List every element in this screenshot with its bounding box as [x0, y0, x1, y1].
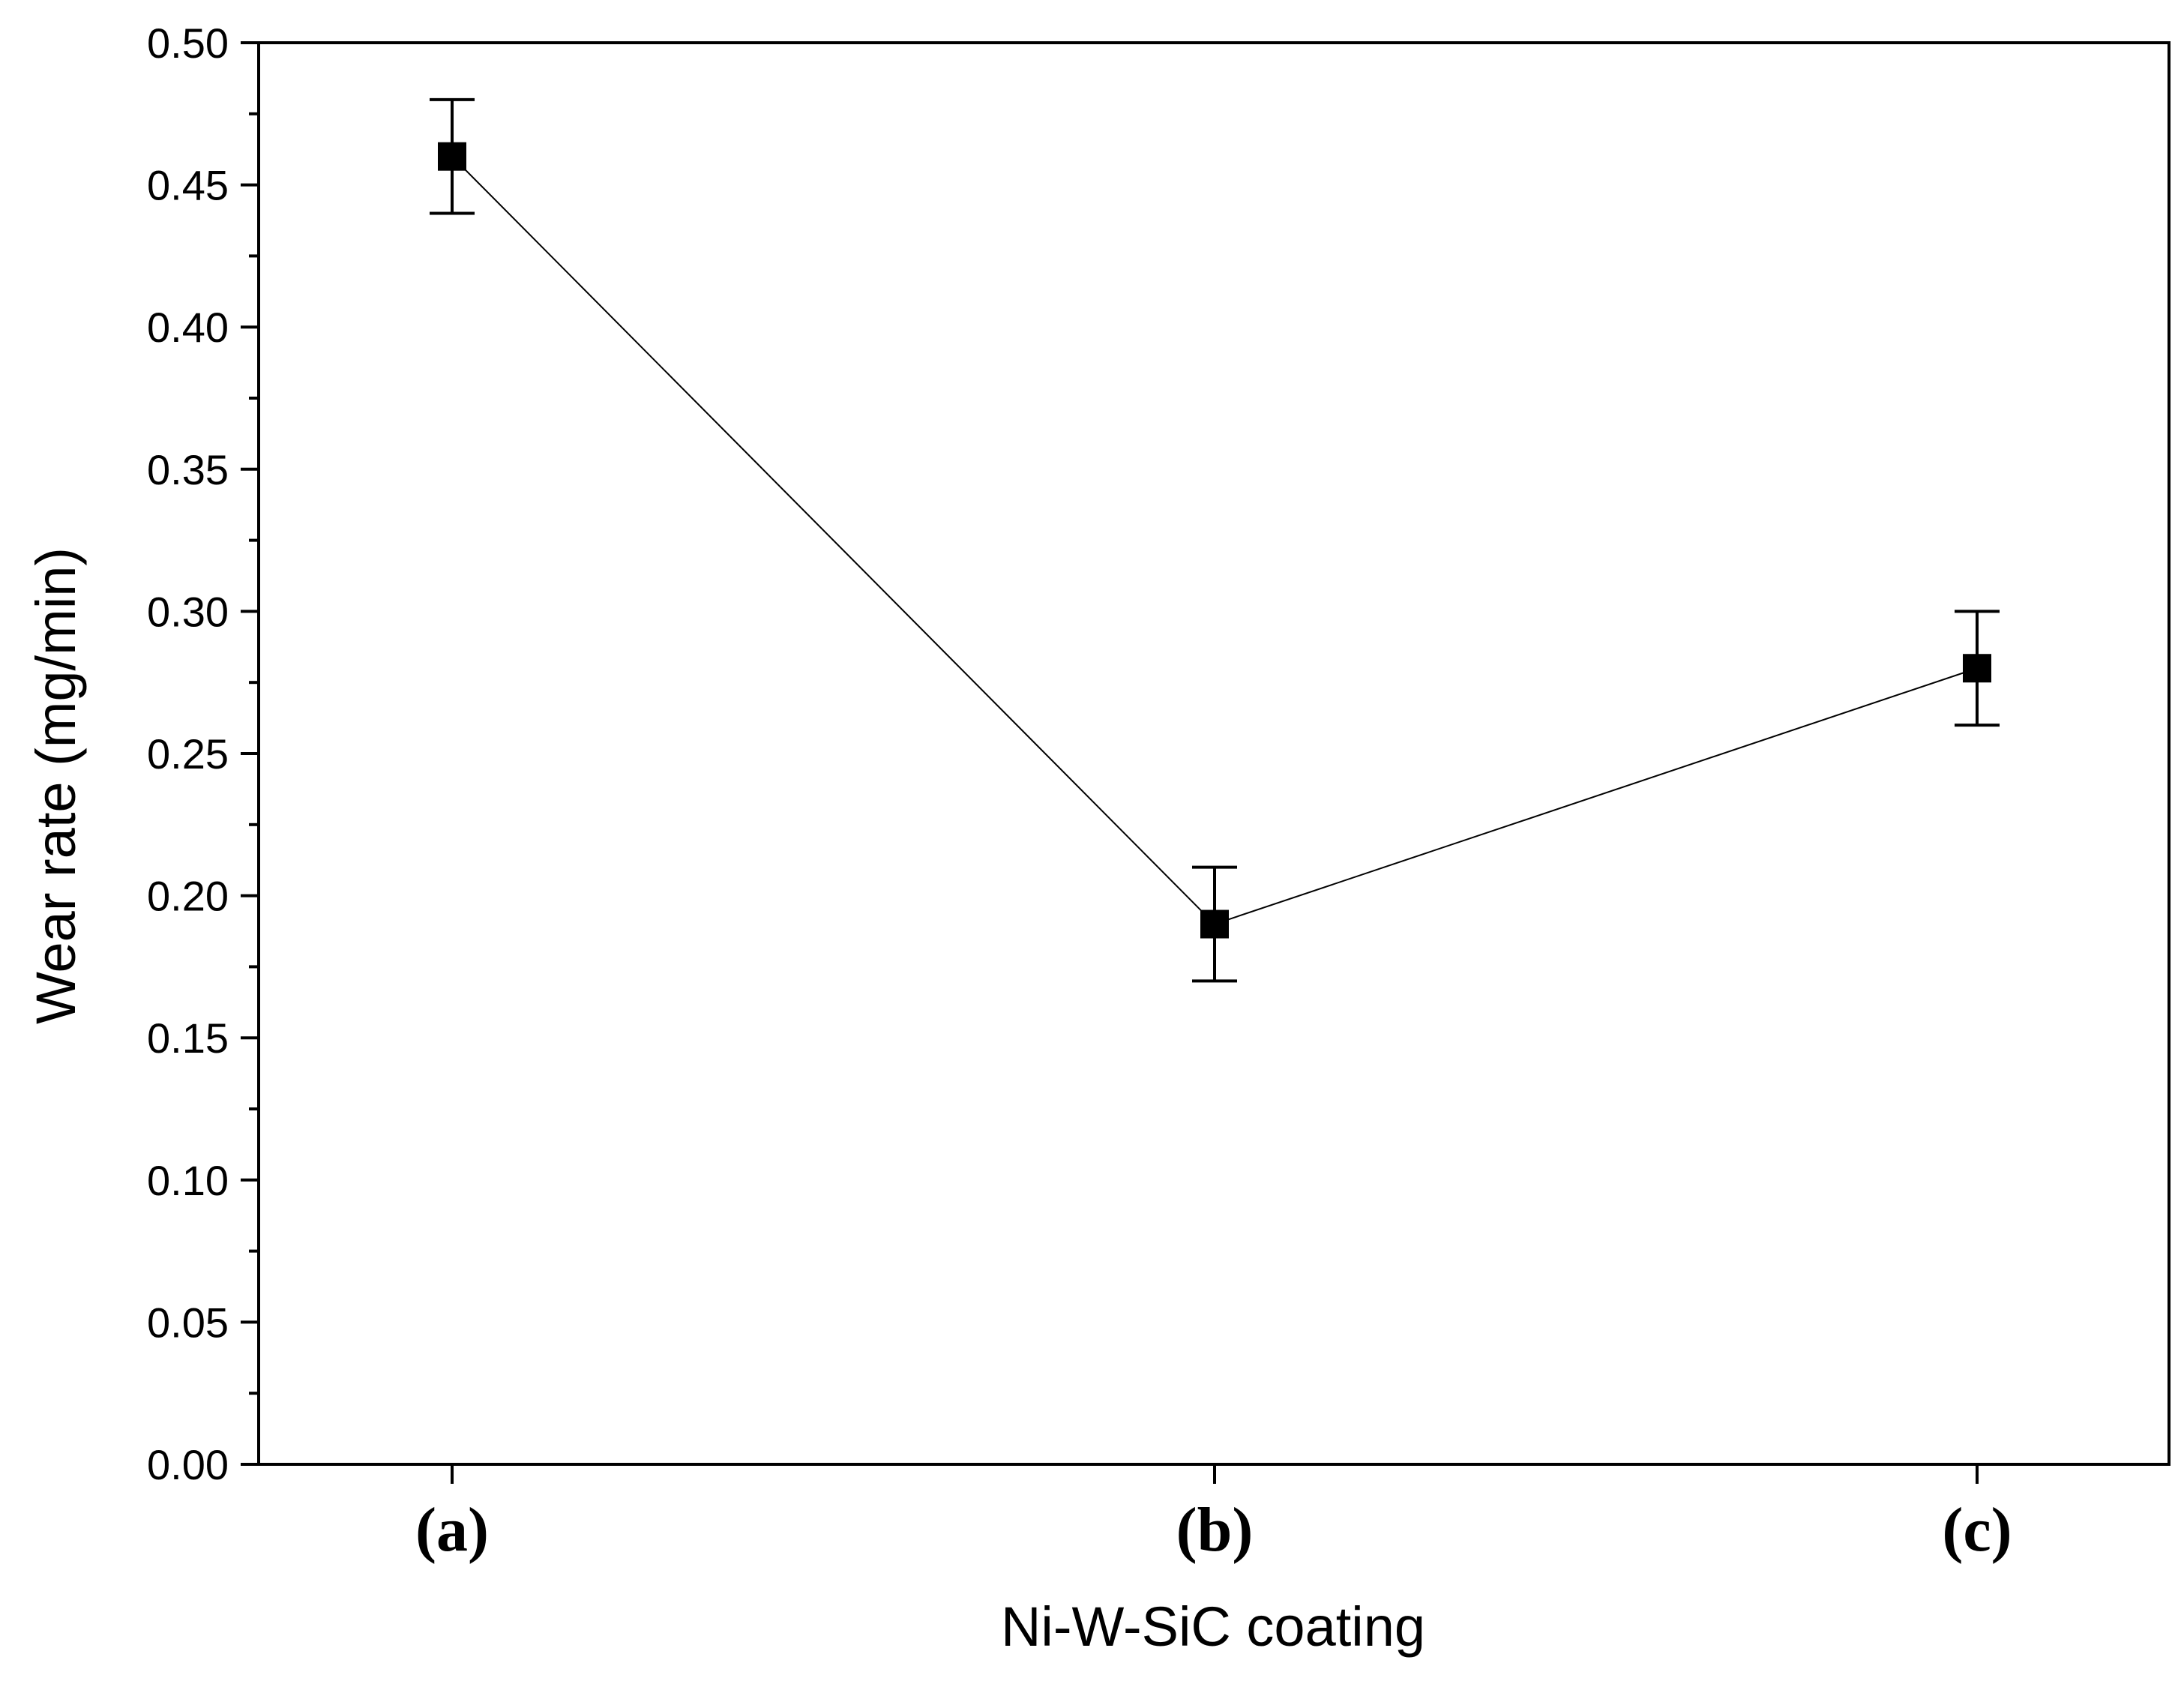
series-line	[451, 155, 1978, 925]
data-point-marker	[1963, 654, 1991, 683]
x-axis-title: Ni-W-SiC coating	[1001, 1596, 1425, 1658]
y-tick-label: 0.35	[147, 446, 229, 493]
y-tick-label: 0.10	[147, 1157, 229, 1204]
x-axis-ticks: (a) (b) (c)	[415, 1464, 2012, 1565]
y-axis-title: Wear rate (mg/min)	[25, 547, 87, 1024]
y-tick-label: 0.05	[147, 1299, 229, 1346]
x-tick-label: (b)	[1176, 1495, 1254, 1565]
x-tick-label: (a)	[415, 1495, 489, 1565]
axes	[257, 41, 2171, 1466]
x-tick-label: (c)	[1942, 1495, 2012, 1565]
plot-frame	[257, 41, 2171, 1466]
y-tick-label: 0.40	[147, 304, 229, 351]
data-point-marker	[438, 142, 466, 171]
data-point-marker	[1200, 909, 1229, 939]
y-tick-label: 0.15	[147, 1014, 229, 1062]
y-tick-label: 0.20	[147, 873, 229, 920]
y-axis-ticks: 0.00 0.05 0.10 0.15 0.20 0.25 0.30 0.35 0.40 0.45…	[147, 19, 259, 1488]
y-tick-label: 0.25	[147, 730, 229, 778]
y-tick-label: 0.30	[147, 588, 229, 635]
y-tick-label: 0.00	[147, 1441, 229, 1488]
data-series	[430, 97, 2000, 983]
y-tick-label: 0.50	[147, 19, 229, 67]
y-tick-label: 0.45	[147, 162, 229, 209]
